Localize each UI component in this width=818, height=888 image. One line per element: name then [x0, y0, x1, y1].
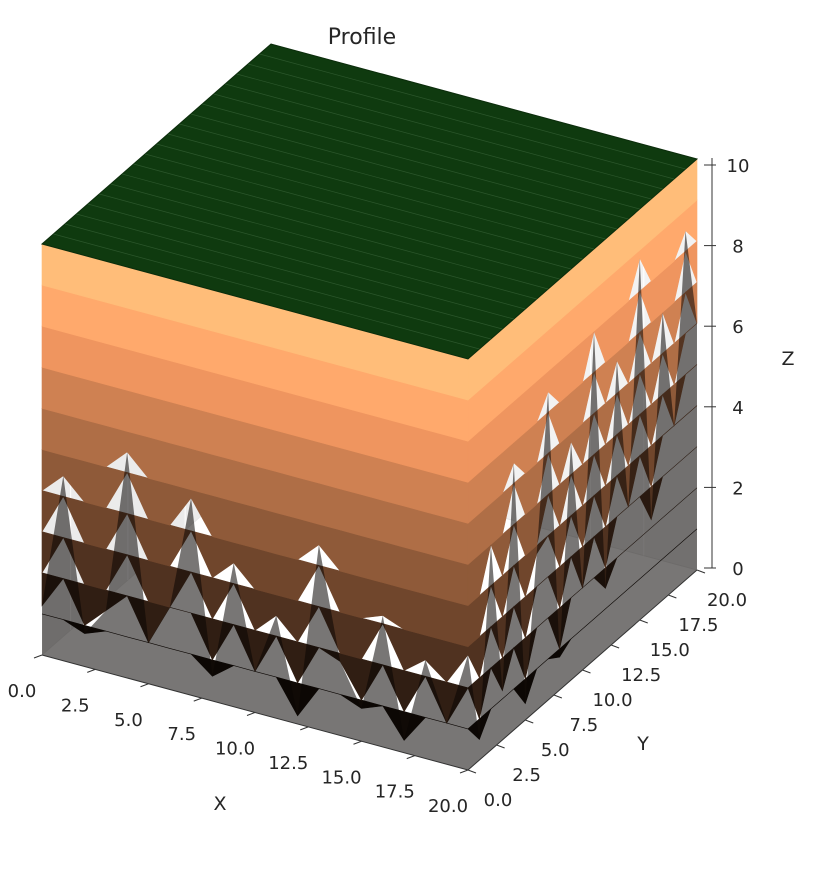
y-axis-label: Y	[636, 733, 649, 755]
x-tick	[300, 726, 309, 731]
top-face-grid-line	[76, 213, 503, 330]
x-tick-label: 12.5	[268, 753, 308, 774]
top-face-grid-line	[248, 63, 675, 180]
x-tick-label: 20.0	[428, 796, 468, 817]
y-tick	[467, 769, 477, 774]
y-tick	[582, 669, 591, 674]
top-face-grid-line	[190, 113, 617, 230]
y-tick-label: 12.5	[621, 665, 661, 686]
z-tick-label: 2	[732, 478, 743, 499]
y-tick	[639, 619, 648, 624]
top-face-grid-line	[156, 143, 583, 260]
top-face-grid-line	[110, 183, 537, 300]
z-tick-label: 4	[732, 398, 743, 419]
x-tick	[87, 668, 96, 673]
y-tick-label: 20.0	[707, 590, 747, 611]
front-face	[41, 243, 469, 770]
z-tick-label: 0	[732, 559, 743, 580]
surface	[40, 43, 699, 771]
y-tick	[696, 569, 706, 574]
top-face-grid-line	[259, 53, 686, 170]
y-tick	[525, 719, 534, 724]
top-face-grid-line	[179, 123, 606, 240]
top-face-grid-line	[225, 83, 652, 200]
y-tick-label: 15.0	[650, 640, 690, 661]
chart-title: Profile	[328, 25, 396, 50]
y-tick	[553, 694, 563, 699]
x-tick-label: 10.0	[215, 739, 255, 760]
x-tick	[193, 697, 202, 702]
z-tick-label: 6	[732, 317, 743, 338]
x-tick-label: 5.0	[114, 710, 143, 731]
y-tick	[668, 594, 677, 599]
x-tick-label: 15.0	[321, 767, 361, 788]
side-face-valley-shade	[468, 230, 697, 771]
y-tick-label: 10.0	[592, 690, 632, 711]
y-tick	[610, 644, 620, 649]
top-face-grid-line	[53, 233, 480, 350]
y-tick-label: 7.5	[570, 715, 599, 736]
front-face-valley-shade	[42, 451, 468, 770]
side-face	[467, 158, 698, 771]
x-tick	[33, 654, 43, 659]
top-face-grid-line	[167, 133, 595, 250]
x-tick-label: 17.5	[375, 782, 415, 803]
x-tick-label: 7.5	[167, 724, 196, 745]
y-tick-label: 2.5	[512, 765, 541, 786]
x-tick-label: 2.5	[61, 695, 90, 716]
z-axis-label: Z	[781, 348, 794, 370]
x-tick	[406, 755, 415, 760]
top-face-grid-line	[64, 223, 491, 340]
y-tick-label: 5.0	[541, 740, 570, 761]
z-tick-label: 8	[732, 237, 743, 258]
top-face-grid-line	[144, 153, 572, 270]
top-face-grid-line	[133, 163, 560, 280]
top-face-grid-line	[87, 203, 514, 320]
y-tick-label: 0.0	[484, 790, 513, 811]
y-tick	[496, 744, 505, 749]
x-tick	[140, 683, 149, 688]
z-tick-label: 10	[727, 156, 750, 177]
x-axis-label: X	[213, 793, 226, 815]
y-tick-label: 17.5	[678, 615, 718, 636]
top-face-grid-line	[202, 103, 629, 220]
top-face-grid-line	[236, 73, 663, 190]
top-face-grid-line	[122, 173, 549, 290]
top-face-grid-line	[99, 193, 526, 310]
axes: 0.02.55.07.510.012.515.017.520.0 0.02.55.…	[8, 156, 750, 817]
x-tick	[246, 712, 256, 716]
top-face-grid-line	[213, 93, 640, 210]
x-tick-label: 0.0	[8, 681, 37, 702]
x-tick	[459, 769, 469, 774]
x-tick	[353, 740, 362, 745]
